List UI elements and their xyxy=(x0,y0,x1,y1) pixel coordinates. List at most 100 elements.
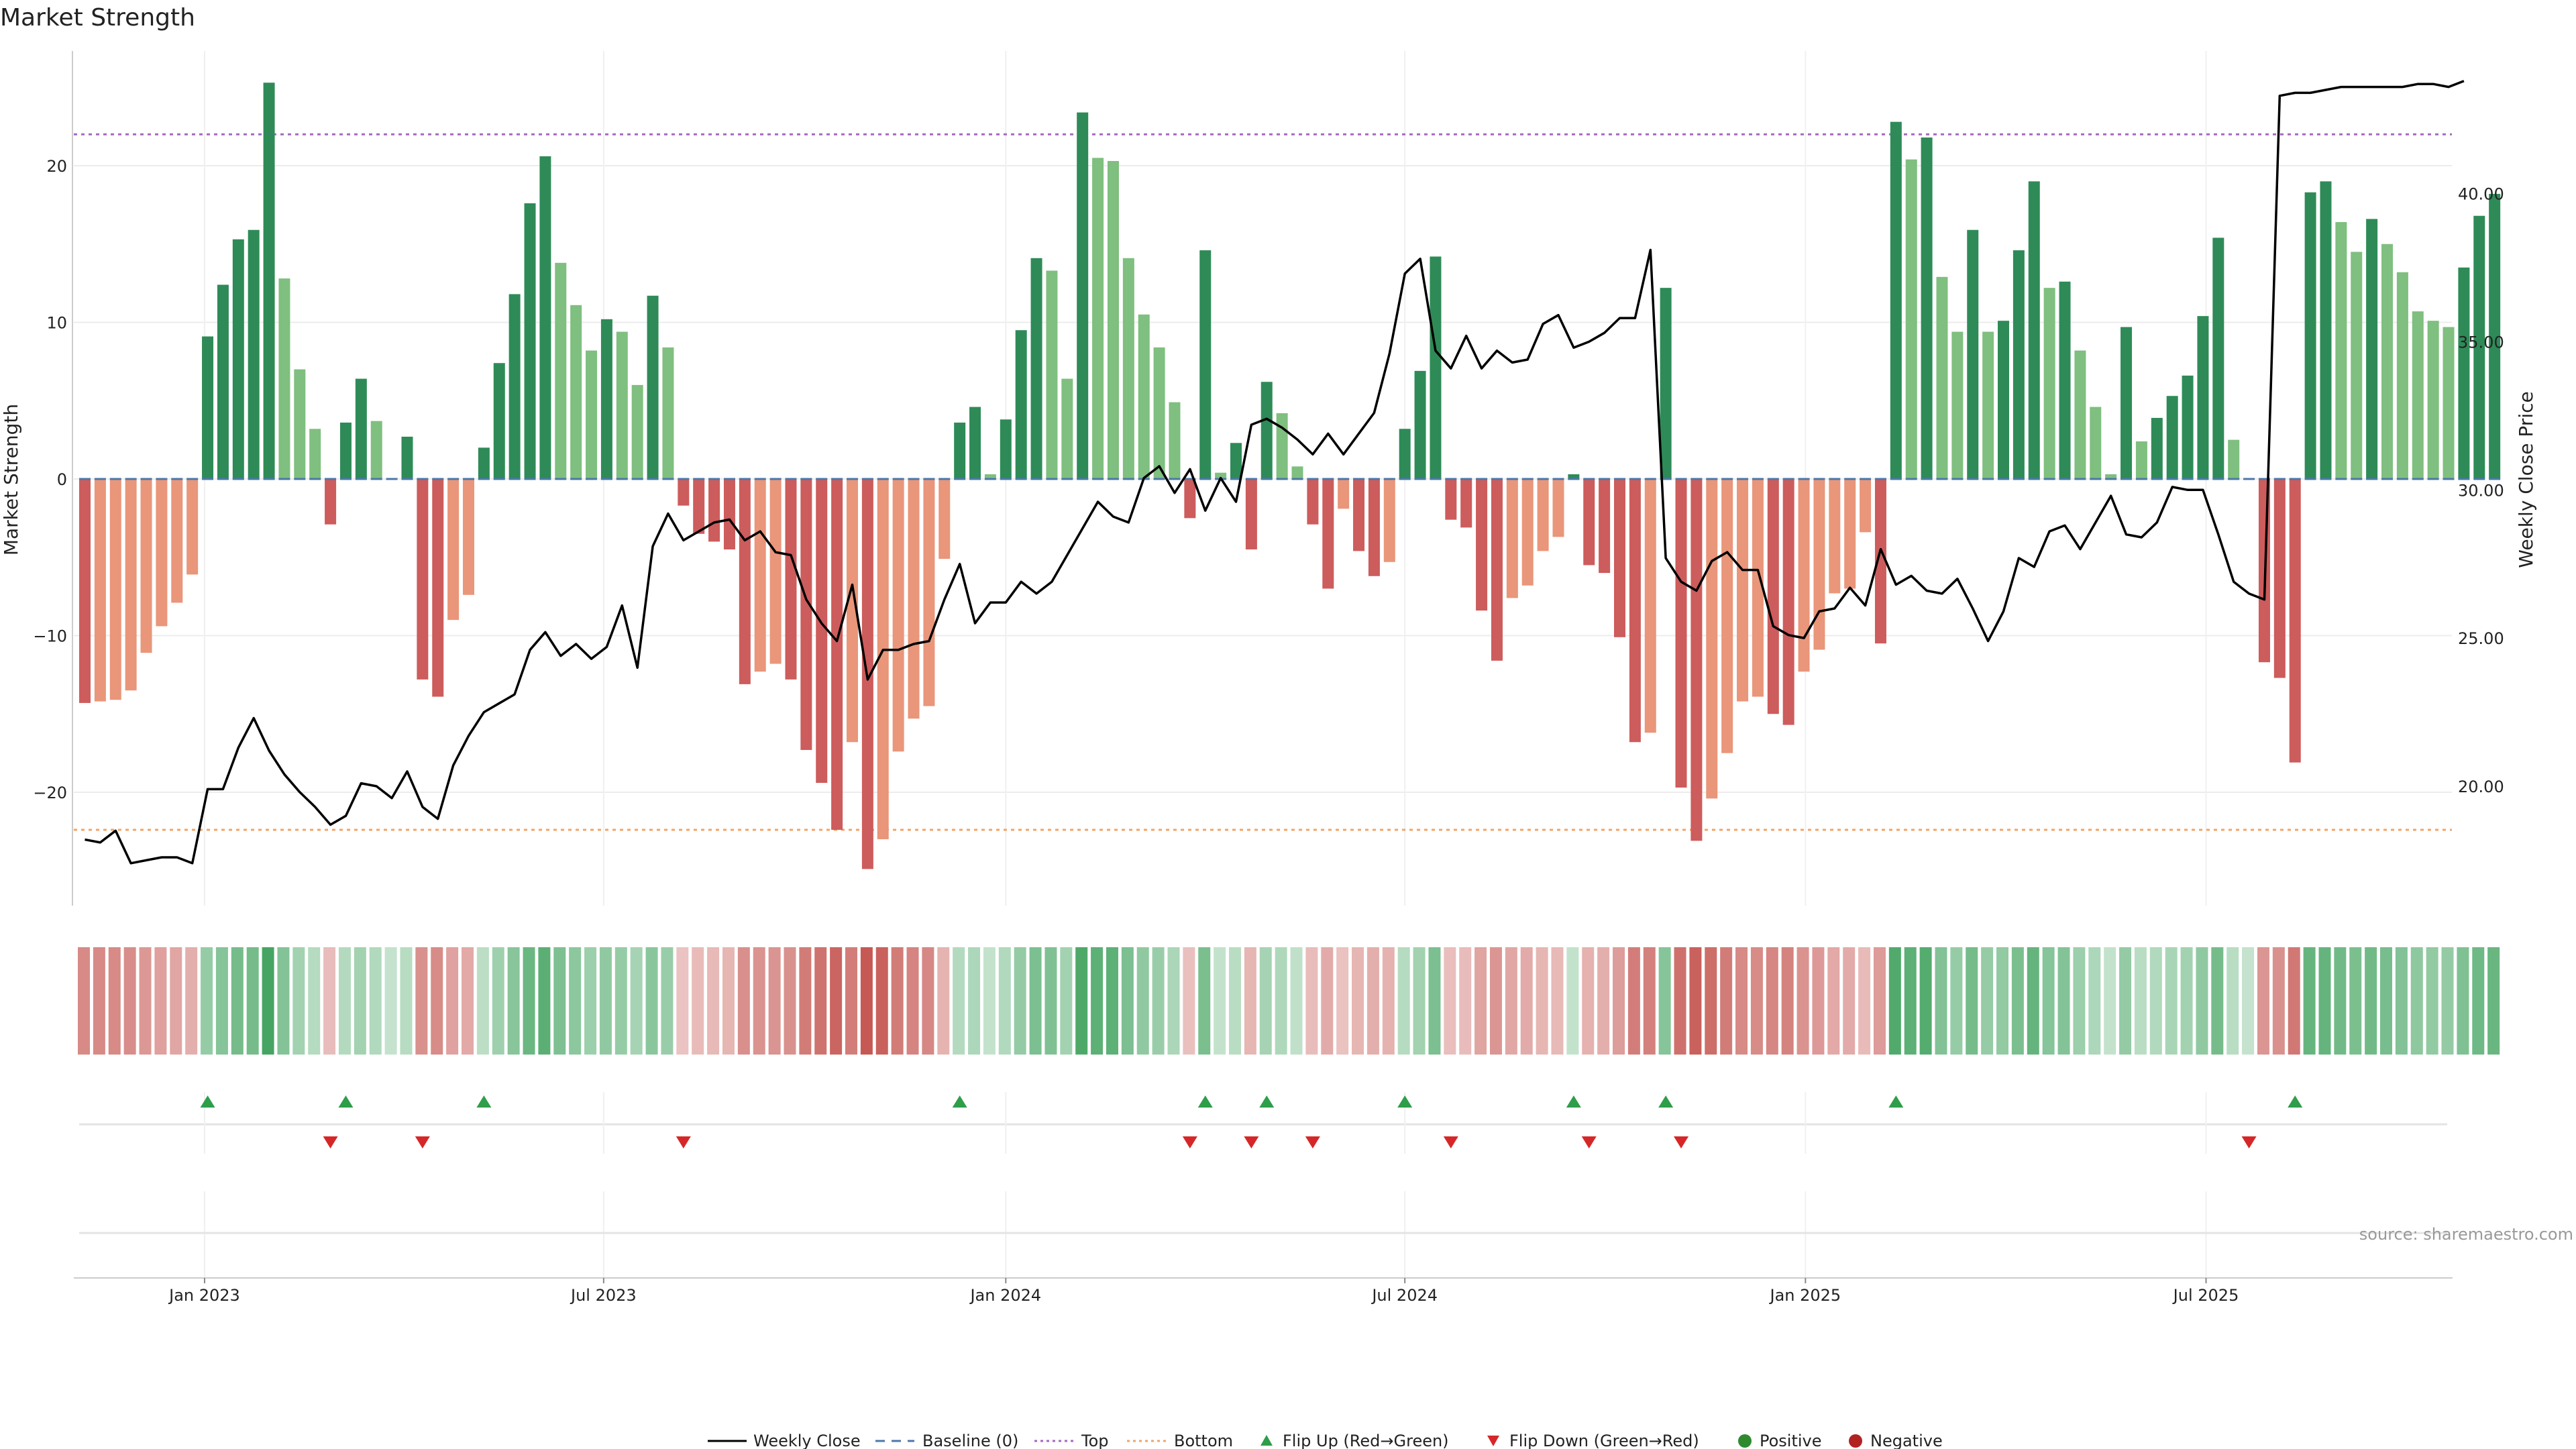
heat-strip-cell xyxy=(2365,947,2377,1055)
legend-negative-icon xyxy=(1849,1434,1862,1448)
heat-strip-cell xyxy=(1551,947,1564,1055)
heat-strip-cell xyxy=(1413,947,1426,1055)
heat-strip-cell xyxy=(2380,947,2392,1055)
legend-flip-down-label: Flip Down (Green→Red) xyxy=(1509,1432,1699,1449)
heat-strip-cell xyxy=(2395,947,2408,1055)
heat-strip-cell xyxy=(1474,947,1487,1055)
heat-strip-cell xyxy=(201,947,213,1055)
heat-strip-cell xyxy=(2027,947,2039,1055)
strength-bar xyxy=(1568,474,1580,479)
strength-bar xyxy=(2289,479,2301,763)
strength-bar xyxy=(278,278,290,479)
strength-bar xyxy=(2043,288,2055,479)
heat-strip-cell xyxy=(246,947,259,1055)
strength-bar xyxy=(1276,413,1288,479)
heat-strip-cell xyxy=(262,947,274,1055)
heat-strip-cell xyxy=(1996,947,2008,1055)
strength-bar xyxy=(232,239,244,479)
heat-strip-cell xyxy=(1214,947,1226,1055)
strength-bar xyxy=(1077,112,1089,480)
strength-bar xyxy=(2182,375,2194,479)
heat-strip-cell xyxy=(2457,947,2469,1055)
strength-bar xyxy=(2090,407,2102,479)
heat-strip-cell xyxy=(968,947,981,1055)
heat-strip-cell xyxy=(400,947,413,1055)
strength-bar xyxy=(1046,270,1058,479)
strength-bar xyxy=(1967,229,1979,479)
strength-bar xyxy=(1169,402,1181,479)
heat-strip-cell xyxy=(431,947,443,1055)
heat-strip-cell xyxy=(584,947,597,1055)
heat-strip-cell xyxy=(2196,947,2208,1055)
strength-bar xyxy=(94,479,106,702)
strength-bar xyxy=(248,229,260,479)
strength-bar xyxy=(1644,479,1656,733)
heat-strip-cell xyxy=(692,947,704,1055)
flip-down-marker xyxy=(676,1136,691,1148)
strength-bar xyxy=(754,479,766,672)
heat-strip-cell xyxy=(1029,947,1042,1055)
heat-strip-cell xyxy=(2057,947,2070,1055)
legend-negative-label: Negative xyxy=(1870,1432,1943,1449)
flip-down-marker xyxy=(415,1136,430,1148)
strength-bar xyxy=(2273,479,2286,678)
strength-bar xyxy=(984,474,996,479)
heat-strip-cell xyxy=(1935,947,1947,1055)
strength-bar xyxy=(1506,479,1518,598)
strength-bar xyxy=(954,422,966,479)
strength-bar xyxy=(2028,181,2040,479)
strength-bar xyxy=(586,350,598,479)
strength-bar xyxy=(1061,378,1073,479)
strength-bar xyxy=(1476,479,1488,611)
heat-strip-cell xyxy=(1014,947,1026,1055)
heat-strip-cell xyxy=(1796,947,1809,1055)
flip-down-marker xyxy=(1443,1136,1458,1148)
strength-bar xyxy=(1767,479,1779,714)
weekly-close-line xyxy=(85,80,2465,865)
right-tick-label: 40.00 xyxy=(2458,185,2504,204)
strength-bar xyxy=(2412,311,2424,479)
x-tick-label: Jul 2023 xyxy=(570,1286,637,1305)
heat-strip-cell xyxy=(139,947,152,1055)
strength-bar xyxy=(2012,250,2025,479)
legend-weekly-close-label: Weekly Close xyxy=(753,1432,861,1449)
heat-strip-cell xyxy=(1167,947,1180,1055)
heat-strip-cell xyxy=(1735,947,1748,1055)
strength-bar xyxy=(401,436,413,479)
flip-up-marker xyxy=(1397,1095,1413,1108)
legend-flip-down-icon xyxy=(1487,1436,1499,1446)
legend-flip-up-icon xyxy=(1260,1435,1273,1446)
strength-bar xyxy=(202,336,214,479)
heat-strip-cell xyxy=(1106,947,1118,1055)
strength-bar xyxy=(1030,258,1042,479)
heat-strip-cell xyxy=(1321,947,1334,1055)
strength-bar xyxy=(1583,479,1595,566)
strength-bar xyxy=(816,479,828,783)
strength-bar xyxy=(1829,479,1841,594)
strength-bar xyxy=(2489,194,2501,479)
heat-strip-cell xyxy=(553,947,566,1055)
strength-bar xyxy=(1890,121,1902,479)
heat-strip-cell xyxy=(2349,947,2362,1055)
strength-bar xyxy=(447,479,460,621)
strength-bar xyxy=(969,407,981,479)
strength-bar xyxy=(1199,250,1212,479)
strength-bar xyxy=(339,422,352,479)
strength-bar xyxy=(1552,479,1564,537)
strength-bar xyxy=(1998,321,2009,479)
heat-strip-cell xyxy=(2119,947,2132,1055)
flip-up-marker xyxy=(1658,1095,1674,1108)
heat-strip-cell xyxy=(1981,947,1994,1055)
flip-up-marker xyxy=(1197,1095,1213,1108)
heat-strip-cell xyxy=(476,947,489,1055)
strength-bar xyxy=(1383,479,1395,562)
chart-title: Market Strength xyxy=(0,4,195,32)
heat-strip-cell xyxy=(369,947,382,1055)
heat-strip-cell xyxy=(1720,947,1733,1055)
strength-bar xyxy=(1414,370,1426,479)
strength-bar xyxy=(2105,474,2117,479)
heat-strip-cell xyxy=(2011,947,2024,1055)
strength-bar xyxy=(1629,479,1641,743)
strength-bar xyxy=(294,369,306,479)
